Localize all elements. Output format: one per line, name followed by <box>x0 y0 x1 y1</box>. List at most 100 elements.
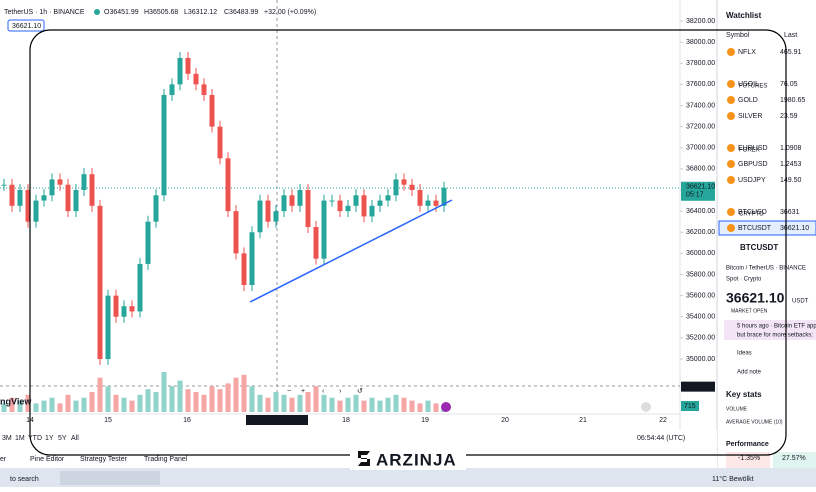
wl-symbol[interactable]: SILVER <box>738 113 762 120</box>
volume-bar <box>121 397 127 412</box>
wl-symbol[interactable]: GOLD <box>738 97 758 104</box>
range-button[interactable]: All <box>71 435 79 442</box>
btn[interactable]: + <box>301 388 305 395</box>
wl-symbol[interactable]: NFLX <box>738 49 756 56</box>
tab[interactable]: Strategy Tester <box>80 456 128 463</box>
volume-bar <box>129 400 135 412</box>
volume-bar <box>209 386 215 412</box>
candle <box>113 295 119 317</box>
countdown: 05:17 <box>686 192 704 199</box>
tab[interactable]: Trading Panel <box>144 456 188 463</box>
price-tick-label: 38200.00 <box>686 18 715 25</box>
nav-buttons[interactable]: − + ‹ › ↺ <box>287 388 363 395</box>
price-tick-label: 36000.00 <box>686 250 715 257</box>
wl-last: 23.59 <box>780 113 798 120</box>
candle <box>25 190 31 222</box>
candle <box>73 190 79 212</box>
last-price-tag <box>681 181 715 201</box>
wl-last: 465.91 <box>780 49 802 56</box>
time-tick-label: 16 <box>183 417 191 424</box>
time-tick-label: 15 <box>104 417 112 424</box>
volume-bar <box>217 389 223 412</box>
ohlc: O36451.99 H36505.68 L36312.12 C36483.99 +32.… <box>104 9 316 16</box>
volume-bar <box>41 400 47 412</box>
candle <box>225 158 231 212</box>
wl-symbol[interactable]: BTCUSD <box>738 209 767 216</box>
detail-price: 36621.10 <box>726 290 785 306</box>
wl-selected <box>718 220 816 236</box>
wl-symbol[interactable]: USOIL <box>738 81 759 88</box>
volume-bar <box>369 397 375 412</box>
ohlc-value: O36451.99 <box>104 9 139 16</box>
price-tick-label: 35400.00 <box>686 314 715 321</box>
volume-bar <box>33 403 39 412</box>
volume-bar <box>249 386 255 412</box>
trend-line <box>249 199 453 303</box>
candle <box>97 205 103 359</box>
event-icon[interactable] <box>441 402 451 412</box>
candle <box>33 200 39 222</box>
candle <box>249 232 255 286</box>
watermark-icon <box>358 451 370 466</box>
range-button[interactable]: YTD <box>28 435 42 442</box>
candles <box>1 51 447 412</box>
btn[interactable]: ‹ <box>322 388 325 395</box>
volume-bar <box>1 403 7 412</box>
btn[interactable]: ↺ <box>357 388 363 395</box>
volume-bar <box>273 392 279 412</box>
wl-last: 36621.10 <box>780 225 809 232</box>
tab[interactable]: er <box>0 456 7 463</box>
volume-bar <box>185 389 191 412</box>
btn[interactable]: − <box>287 388 291 395</box>
volume-bar <box>137 394 143 412</box>
time-tick-label: 18 <box>342 417 350 424</box>
volume-label: 715 <box>684 403 696 410</box>
candle <box>17 190 23 206</box>
candle <box>377 200 383 206</box>
volume-bar <box>401 397 407 412</box>
volume-bar <box>353 394 359 412</box>
candle <box>185 57 191 74</box>
watermark: ARZINJA <box>376 450 457 469</box>
wl-symbol[interactable]: BTCUSDT <box>738 225 772 232</box>
candle <box>425 200 431 206</box>
wl-symbol[interactable]: GBPUSD <box>738 161 768 168</box>
ohlc-value: C36483.99 <box>224 9 258 16</box>
search[interactable]: to search <box>10 476 39 483</box>
range-button[interactable]: 3M <box>2 435 12 442</box>
stat: AVERAGE VOLUME (10) <box>726 419 783 425</box>
candle <box>409 184 415 190</box>
candle <box>177 57 183 85</box>
volume-bar <box>97 377 103 412</box>
detail-status: MARKET OPEN <box>731 308 768 314</box>
wl-title: Watchlist <box>726 11 762 20</box>
volume-bar <box>321 394 327 412</box>
volume-bar <box>241 374 247 412</box>
wl-last: 76.05 <box>780 81 798 88</box>
volume-bar <box>281 394 287 412</box>
range-button[interactable]: 5Y <box>58 435 67 442</box>
volume-bar <box>193 392 199 412</box>
volume-bar <box>113 394 119 412</box>
time-tick-label: 22 <box>659 417 667 424</box>
price-tick-label: 37800.00 <box>686 60 715 67</box>
wl-symbol[interactable]: EURUSD <box>738 145 768 152</box>
volume-bar <box>145 389 151 412</box>
candle <box>385 195 391 201</box>
wl-icon <box>727 80 735 88</box>
wl-symbol[interactable]: USDJPY <box>738 177 766 184</box>
volume-bar <box>345 397 351 412</box>
volume-bar <box>169 386 175 412</box>
watermark-bg <box>350 448 466 470</box>
range-button[interactable]: 1M <box>15 435 25 442</box>
btn[interactable]: › <box>339 388 342 395</box>
price-tick-label: 38000.00 <box>686 39 715 46</box>
range-button[interactable]: 1Y <box>45 435 54 442</box>
price-tick-label: 35800.00 <box>686 271 715 278</box>
symbol: TetherUS · 1h · BINANCE <box>4 9 85 16</box>
time-tick-label: 21 <box>579 417 587 424</box>
tab[interactable]: Pine Editor <box>30 456 65 463</box>
candle <box>161 94 167 196</box>
volume-bar <box>417 403 423 412</box>
